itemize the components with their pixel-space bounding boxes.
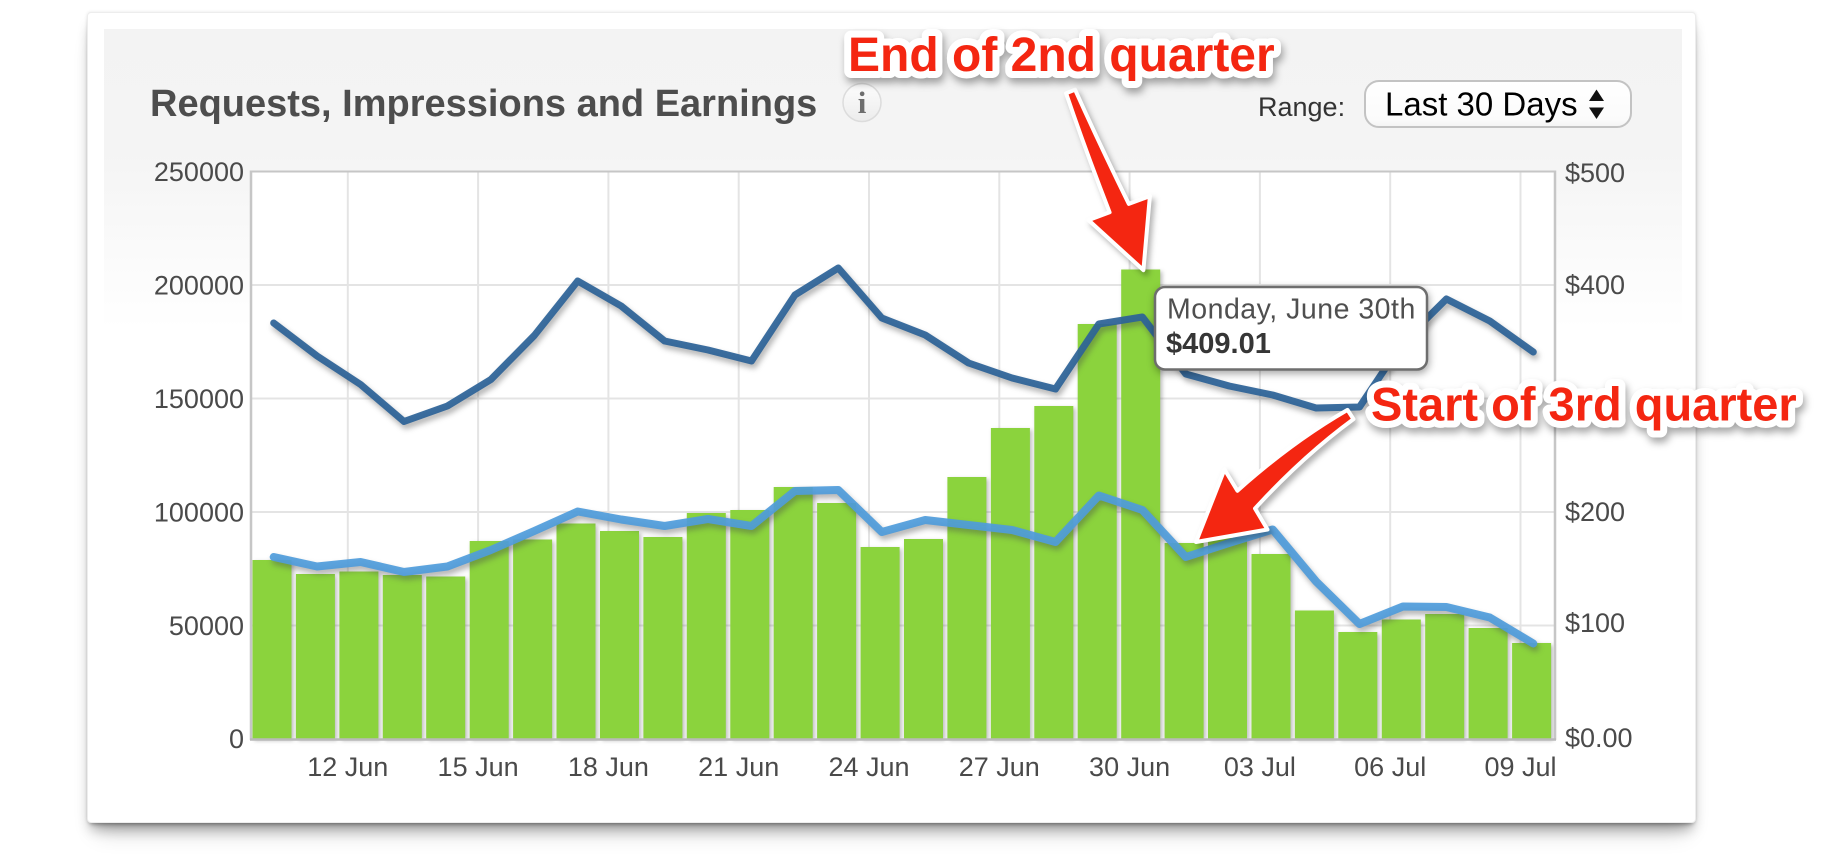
svg-text:Start of 3rd quarter: Start of 3rd quarter: [1371, 378, 1797, 431]
svg-text:End of 2nd quarter: End of 2nd quarter: [848, 29, 1275, 82]
svg-text:Monday, June 30th: Monday, June 30th: [1167, 294, 1416, 326]
svg-text:15 Jun: 15 Jun: [438, 752, 519, 782]
svg-text:250000: 250000: [154, 157, 244, 187]
svg-text:$200: $200: [1565, 497, 1625, 527]
svg-text:27 Jun: 27 Jun: [959, 752, 1040, 782]
svg-text:30 Jun: 30 Jun: [1089, 752, 1170, 782]
svg-text:$100: $100: [1565, 608, 1625, 638]
svg-text:$0.00: $0.00: [1565, 723, 1633, 753]
svg-text:200000: 200000: [154, 271, 244, 301]
svg-text:03 Jul: 03 Jul: [1224, 752, 1296, 782]
svg-text:06 Jul: 06 Jul: [1354, 752, 1426, 782]
svg-text:Range:: Range:: [1258, 92, 1345, 122]
svg-text:18 Jun: 18 Jun: [568, 752, 649, 782]
svg-text:Requests, Impressions and Earn: Requests, Impressions and Earnings: [150, 83, 817, 125]
svg-text:0: 0: [229, 724, 244, 754]
svg-text:$409.01: $409.01: [1166, 328, 1271, 360]
svg-text:50000: 50000: [169, 611, 244, 641]
svg-text:$400: $400: [1565, 270, 1625, 300]
svg-text:i: i: [858, 85, 867, 120]
svg-text:100000: 100000: [154, 498, 244, 528]
svg-text:Last 30 Days: Last 30 Days: [1385, 86, 1578, 123]
svg-text:09 Jul: 09 Jul: [1484, 752, 1556, 782]
svg-text:150000: 150000: [154, 384, 244, 414]
svg-text:24 Jun: 24 Jun: [828, 752, 909, 782]
svg-text:$500: $500: [1565, 158, 1625, 188]
svg-text:21 Jun: 21 Jun: [698, 752, 779, 782]
svg-text:$300: $300: [1565, 384, 1625, 414]
svg-text:12 Jun: 12 Jun: [307, 752, 388, 782]
